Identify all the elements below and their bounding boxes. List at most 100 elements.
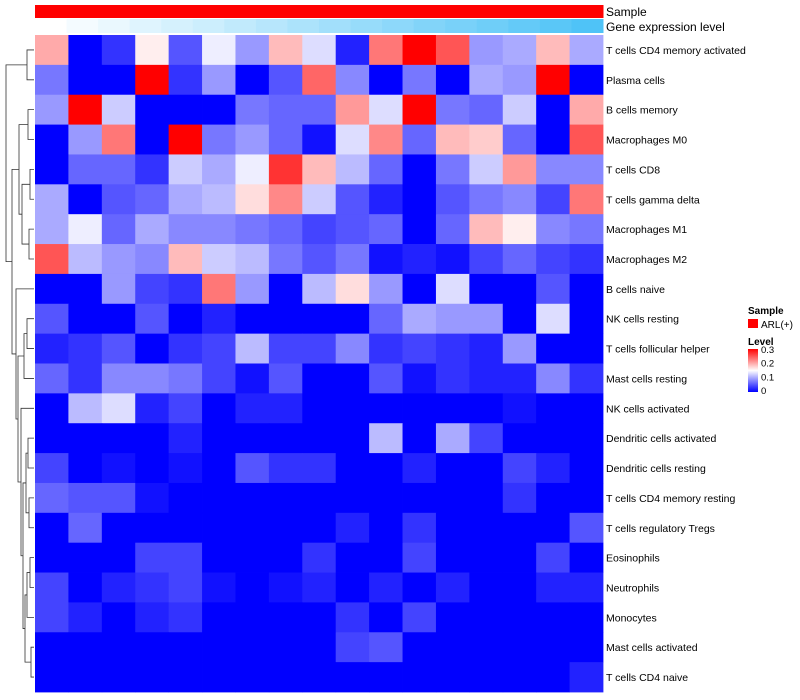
heatmap-cell xyxy=(435,303,470,335)
heatmap-cell xyxy=(101,214,136,245)
heatmap-cell xyxy=(536,453,570,484)
row-label: Neutrophils xyxy=(606,582,659,594)
heatmap-cell xyxy=(302,363,337,394)
heatmap-cell xyxy=(335,35,370,66)
sample-track-cell xyxy=(539,5,572,18)
heatmap-cell xyxy=(402,632,437,663)
heatmap-cell xyxy=(569,363,604,394)
heatmap-cell xyxy=(35,542,69,573)
heatmap-cell xyxy=(268,244,303,275)
heatmap-cell xyxy=(135,273,170,305)
heatmap-cell xyxy=(335,154,370,185)
heatmap-cell xyxy=(235,244,270,275)
row-label: T cells regulatory Tregs xyxy=(606,523,715,535)
sample-track-cell xyxy=(413,5,446,18)
sample-track-cell xyxy=(287,5,320,18)
heatmap-cell xyxy=(235,423,270,454)
heatmap-cell xyxy=(402,333,437,364)
sample-track-cell xyxy=(192,5,225,18)
dendrogram-branch xyxy=(22,482,26,629)
row-label: Macrophages M2 xyxy=(606,254,687,266)
heatmap-cell xyxy=(302,124,337,155)
heatmap-cell xyxy=(135,303,170,335)
heatmap-cell xyxy=(435,35,470,66)
heatmap-cell xyxy=(402,35,437,66)
heatmap-cell xyxy=(268,64,303,96)
heatmap-cell xyxy=(502,393,537,424)
heatmap-cell xyxy=(335,124,370,155)
heatmap-cell xyxy=(402,512,437,544)
heatmap-cell xyxy=(68,602,103,633)
heatmap-cell xyxy=(202,64,236,96)
heatmap-cell xyxy=(435,512,470,544)
heatmap-cell xyxy=(235,602,270,633)
heatmap-cell xyxy=(35,393,69,424)
sample-track-cell xyxy=(35,5,68,18)
heatmap-cell xyxy=(101,184,136,215)
heatmap-cell xyxy=(168,124,203,155)
heatmap-cell xyxy=(268,333,303,364)
heatmap-cell xyxy=(168,572,203,603)
heatmap-cell xyxy=(68,423,103,454)
heatmap-cell xyxy=(569,244,604,275)
heatmap-cell xyxy=(335,214,370,245)
heatmap-cell xyxy=(302,244,337,275)
heatmap-cell xyxy=(536,124,570,155)
heatmap-cell xyxy=(202,303,236,335)
heatmap-cell xyxy=(469,273,504,305)
heatmap-cell xyxy=(168,154,203,185)
heatmap-cell xyxy=(268,662,303,693)
heatmap-cell xyxy=(536,632,570,663)
heatmap-cell xyxy=(469,393,504,424)
heatmap-cell xyxy=(101,333,136,364)
heatmap-cell xyxy=(35,662,69,693)
heatmap-cell xyxy=(202,423,236,454)
heatmap-cell xyxy=(536,662,570,693)
heatmap-cell xyxy=(68,542,103,573)
heatmap-cell xyxy=(469,423,504,454)
heatmap-cell xyxy=(68,303,103,335)
heatmap-cell xyxy=(168,662,203,693)
heatmap-cell xyxy=(569,333,604,364)
heatmap-cell xyxy=(101,64,136,96)
heatmap-cell xyxy=(502,303,537,335)
heatmap-cell xyxy=(469,662,504,693)
heatmap-cell xyxy=(335,333,370,364)
sample-track-cell xyxy=(350,5,383,18)
heatmap-cell xyxy=(202,124,236,155)
row-label: Eosinophils xyxy=(606,553,660,565)
heatmap-cell xyxy=(402,64,437,96)
heatmap-cell xyxy=(68,35,103,66)
legend-sample-swatch xyxy=(748,319,758,328)
heatmap-cell xyxy=(68,662,103,693)
heatmap-cell xyxy=(168,602,203,633)
heatmap-cell xyxy=(435,244,470,275)
heatmap-cell xyxy=(235,184,270,215)
heatmap-cell xyxy=(135,542,170,573)
heatmap-cell xyxy=(435,482,470,514)
heatmap-cell xyxy=(202,542,236,573)
heatmap-cell xyxy=(569,124,604,155)
heatmap-cell xyxy=(569,273,604,305)
heatmap-cell xyxy=(369,453,403,484)
heatmap-cell xyxy=(235,303,270,335)
heatmap-cell xyxy=(68,393,103,424)
heatmap-cell xyxy=(202,453,236,484)
heatmap-cell xyxy=(268,363,303,394)
row-label: T cells CD4 memory resting xyxy=(606,493,735,505)
heatmap-cell xyxy=(302,154,337,185)
heatmap-cell xyxy=(369,184,403,215)
heatmap-cell xyxy=(335,602,370,633)
heatmap-cell xyxy=(369,94,403,125)
heatmap-cell xyxy=(202,572,236,603)
heatmap-cell xyxy=(35,154,69,185)
gene-expression-track-cell xyxy=(413,19,446,33)
heatmap-cell xyxy=(268,35,303,66)
row-label: Dendritic cells resting xyxy=(606,463,706,475)
heatmap-cell xyxy=(235,572,270,603)
heatmap-cell xyxy=(268,542,303,573)
heatmap-cell xyxy=(502,423,537,454)
heatmap-cell xyxy=(435,214,470,245)
heatmap-cell xyxy=(135,184,170,215)
